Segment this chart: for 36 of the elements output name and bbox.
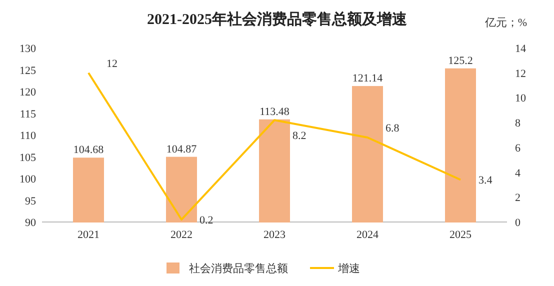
data-label: 0.2 [200, 214, 214, 227]
y2-tick-label: 4 [515, 167, 521, 180]
y-tick-label: 130 [20, 43, 36, 55]
y2-tick-label: 2 [515, 192, 520, 204]
y-tick-label: 115 [20, 108, 36, 120]
data-label: 121.14 [352, 72, 384, 85]
y2-tick-label: 6 [515, 142, 521, 154]
x-tick-label: 2024 [356, 229, 379, 241]
data-label: 113.48 [260, 106, 290, 118]
y-tick-label: 125 [20, 64, 36, 77]
legend-label: 社会消费品零售总额 [189, 262, 288, 275]
data-label: 104.87 [166, 143, 198, 156]
y2-tick-label: 8 [515, 118, 521, 130]
y2-tick-label: 10 [515, 92, 526, 105]
data-label: 104.68 [73, 144, 104, 156]
y2-tick-label: 14 [515, 43, 526, 55]
y-tick-label: 90 [25, 217, 36, 229]
x-tick-label: 2023 [264, 229, 286, 241]
y-tick-label: 120 [20, 86, 36, 98]
data-label: 8.2 [292, 130, 306, 142]
data-label: 3.4 [478, 174, 493, 187]
data-label: 12 [106, 58, 118, 70]
legend-label: 增速 [337, 262, 360, 275]
x-tick-label: 2021 [78, 229, 100, 241]
y-tick-label: 110 [20, 130, 36, 142]
chart-title: 2021-2025年社会消费品零售总额及增速 [147, 10, 408, 28]
y2-tick-label: 12 [515, 68, 526, 80]
y-tick-label: 95 [25, 195, 36, 208]
x-tick-label: 2025 [450, 229, 472, 241]
y-tick-label: 100 [20, 174, 36, 186]
text: 亿元；% [484, 17, 527, 29]
x-tick-label: 2022 [170, 229, 192, 241]
data-label: 125.2 [448, 54, 473, 67]
y-tick-label: 105 [20, 152, 36, 164]
y2-tick-label: 0 [515, 217, 521, 229]
data-label: 6.8 [386, 122, 400, 134]
